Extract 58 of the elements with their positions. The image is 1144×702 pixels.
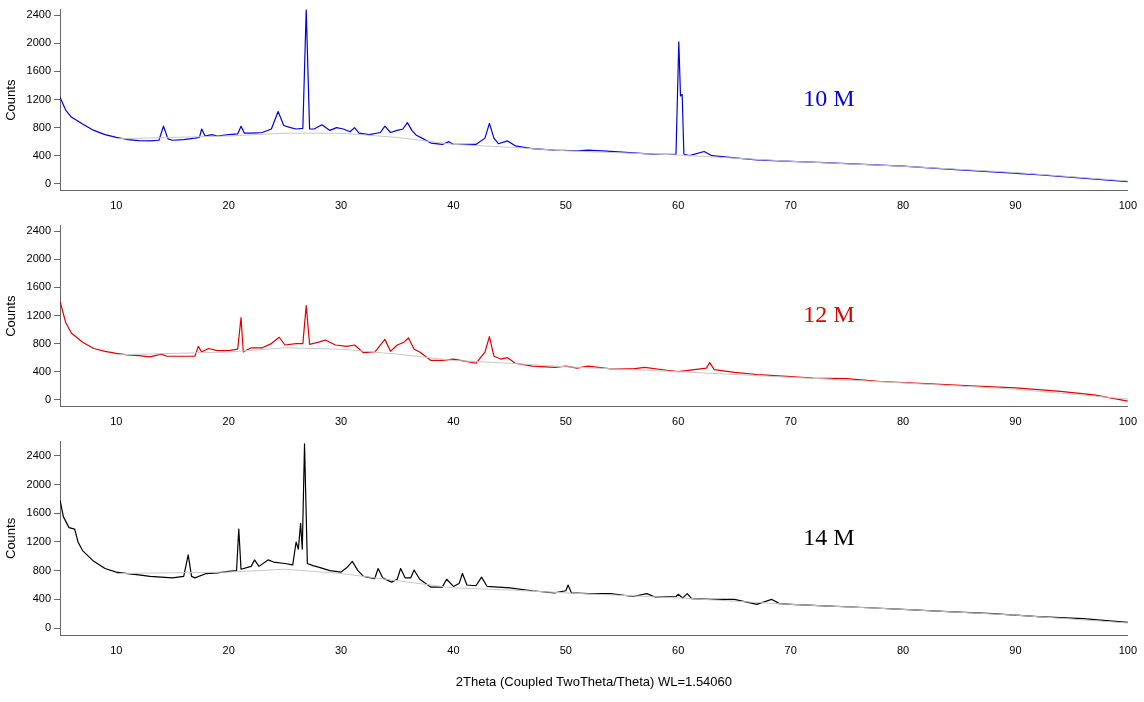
x-tick-label: 70 — [784, 199, 797, 212]
y-tick-label: 2400 — [26, 224, 52, 237]
x-tick-label: 90 — [1009, 415, 1022, 428]
y-tick-label: 1200 — [26, 308, 52, 321]
x-tick-label: 70 — [784, 643, 797, 656]
text: 10 M — [803, 85, 855, 112]
x-tick-label: 10 — [110, 415, 123, 428]
y-tick-label: 1600 — [26, 64, 52, 77]
x-tick-label: 30 — [334, 199, 348, 212]
y-tick-label: 400 — [32, 364, 52, 377]
y-tick-label: 800 — [32, 336, 52, 349]
y-tick-label: 2400 — [26, 448, 52, 461]
y-tick-label: 400 — [32, 148, 52, 161]
x-tick-label: 90 — [1009, 643, 1022, 656]
y-tick-label: 0 — [44, 176, 52, 189]
x-tick-label: 20 — [222, 415, 235, 428]
y-tick-label: 2400 — [26, 8, 52, 21]
y-axis-title: Counts — [3, 517, 19, 559]
y-tick-label: 1200 — [26, 92, 52, 105]
y-tick-label: 800 — [32, 563, 52, 576]
x-tick-label: 50 — [559, 415, 572, 428]
text: 14 M — [803, 523, 855, 550]
y-tick-label: 2000 — [26, 36, 52, 49]
x-tick-label: 60 — [672, 199, 685, 212]
x-tick-label: 10 — [110, 199, 123, 212]
x-tick-label: 100 — [1118, 643, 1137, 656]
x-tick-label: 40 — [447, 643, 460, 656]
x-tick-label: 20 — [222, 643, 235, 656]
y-tick-label: 1200 — [26, 535, 52, 548]
y-axis-title: Counts — [3, 79, 19, 121]
y-tick-label: 1600 — [26, 280, 52, 293]
y-axis-title: Counts — [3, 295, 19, 337]
y-tick-label: 2000 — [26, 252, 52, 265]
x-tick-label: 60 — [672, 415, 685, 428]
x-tick-label: 100 — [1118, 415, 1137, 428]
x-tick-label: 40 — [447, 199, 460, 212]
x-tick-label: 50 — [559, 643, 572, 656]
x-tick-label: 10 — [110, 643, 123, 656]
y-tick-label: 800 — [32, 120, 52, 133]
x-tick-label: 40 — [447, 415, 460, 428]
x-tick-label: 50 — [559, 199, 572, 212]
x-axis-title: 2Theta (Coupled TwoTheta/Theta) WL=1.54060 — [455, 673, 733, 689]
x-tick-label: 80 — [896, 199, 910, 212]
text: 12 M — [803, 301, 855, 328]
x-tick-label: 60 — [672, 643, 685, 656]
x-tick-label: 80 — [896, 643, 910, 656]
x-tick-label: 80 — [896, 415, 910, 428]
y-tick-label: 2000 — [26, 477, 52, 490]
x-tick-label: 20 — [222, 199, 235, 212]
y-tick-label: 0 — [44, 621, 52, 634]
x-tick-label: 100 — [1118, 199, 1137, 212]
x-tick-label: 70 — [784, 415, 797, 428]
y-tick-label: 0 — [44, 392, 52, 405]
y-tick-label: 400 — [32, 592, 52, 605]
x-tick-label: 30 — [334, 415, 348, 428]
x-tick-label: 90 — [1009, 199, 1022, 212]
y-tick-label: 1600 — [26, 506, 52, 519]
x-tick-label: 30 — [334, 643, 348, 656]
